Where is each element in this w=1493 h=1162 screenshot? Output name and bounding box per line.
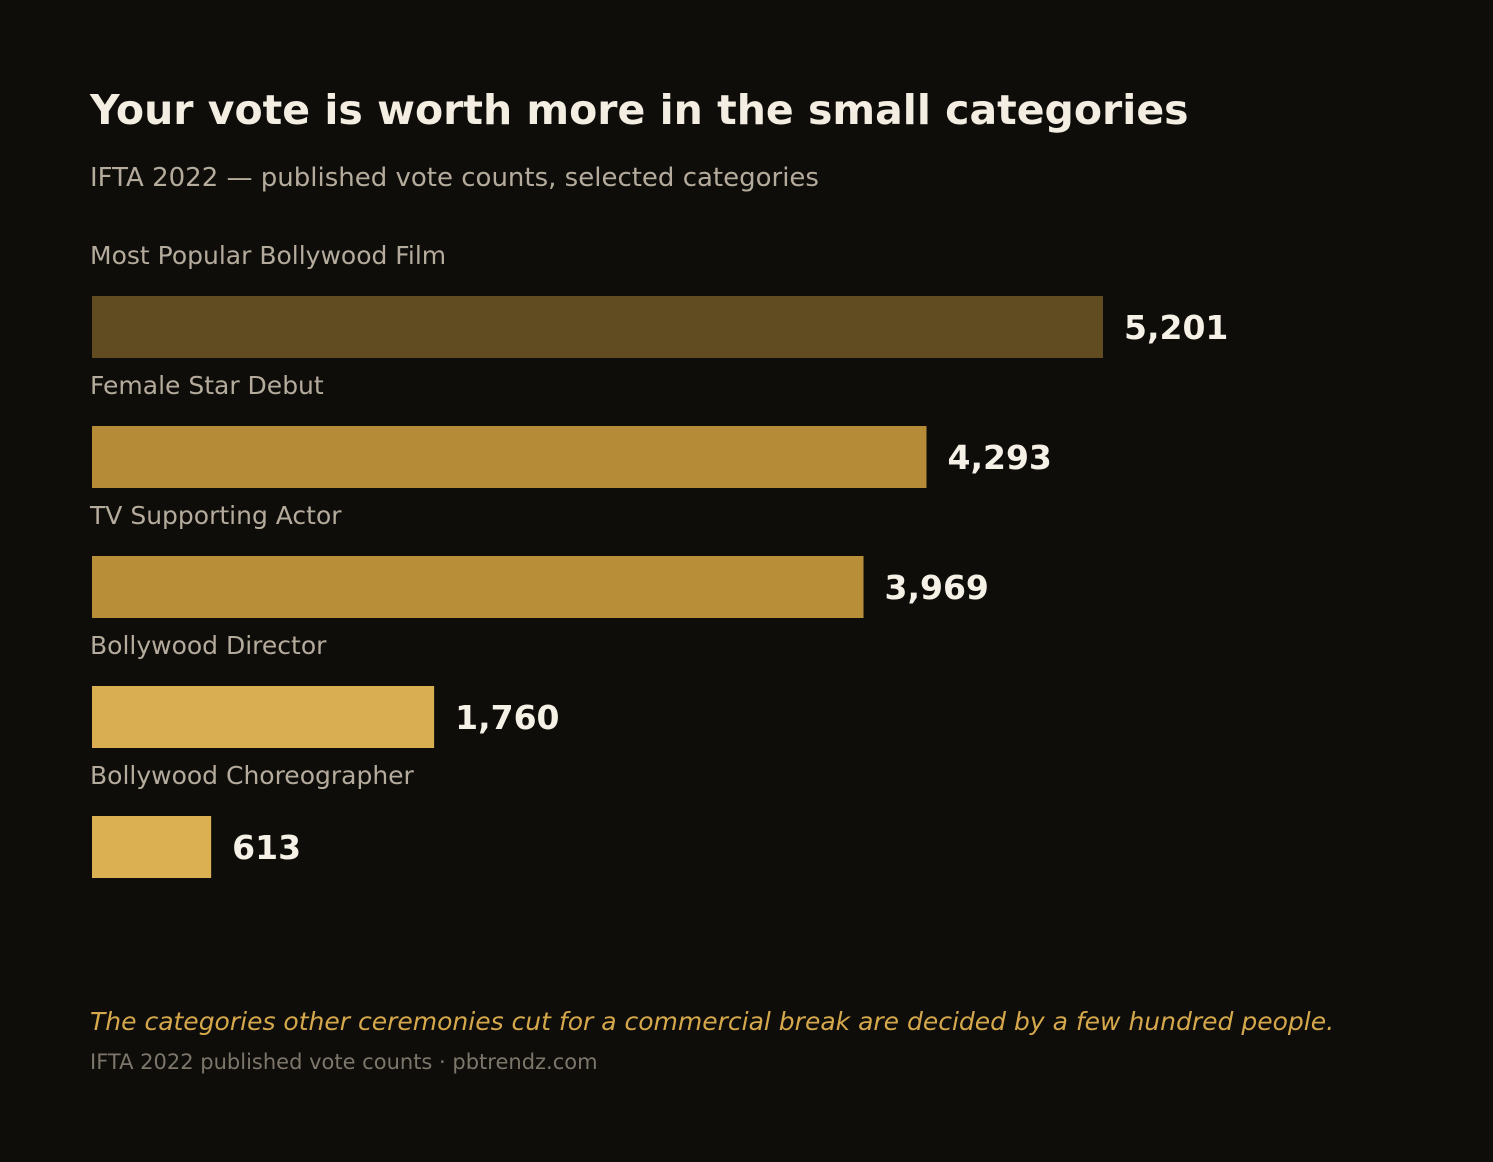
value-label: 3,969 bbox=[885, 568, 989, 607]
bar bbox=[92, 556, 864, 618]
chart-title: Your vote is worth more in the small cat… bbox=[89, 86, 1189, 134]
bar bbox=[92, 816, 212, 878]
bar bbox=[92, 426, 927, 488]
chart-annotation: The categories other ceremonies cut for … bbox=[90, 1007, 1334, 1036]
chart-source: IFTA 2022 published vote counts · pbtren… bbox=[90, 1050, 598, 1074]
category-label: TV Supporting Actor bbox=[89, 501, 342, 530]
bar bbox=[92, 686, 435, 748]
category-label: Bollywood Director bbox=[90, 631, 327, 660]
value-label: 4,293 bbox=[947, 438, 1051, 477]
value-label: 1,760 bbox=[455, 698, 559, 737]
category-label: Female Star Debut bbox=[90, 371, 324, 400]
value-label: 613 bbox=[232, 828, 301, 867]
category-label: Most Popular Bollywood Film bbox=[90, 241, 446, 270]
bar bbox=[92, 296, 1103, 358]
value-label: 5,201 bbox=[1124, 308, 1228, 347]
chart-subtitle: IFTA 2022 — published vote counts, selec… bbox=[90, 163, 819, 193]
bars-group: Most Popular Bollywood Film 5,201 Female S… bbox=[89, 241, 1228, 878]
category-label: Bollywood Choreographer bbox=[90, 761, 415, 790]
